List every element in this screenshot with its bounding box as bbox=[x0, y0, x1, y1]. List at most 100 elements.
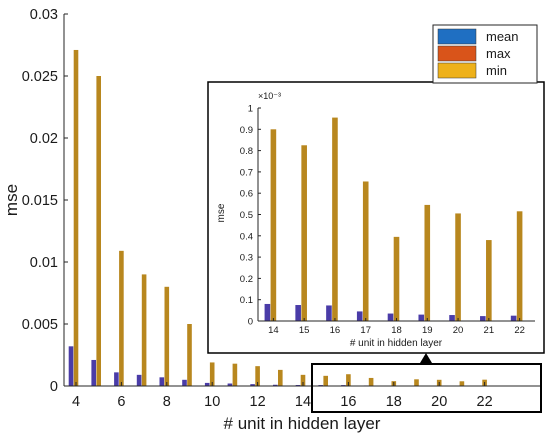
inset-bars bbox=[264, 117, 529, 322]
inset-bar-max-15 bbox=[301, 145, 307, 321]
x-tick-label: 12 bbox=[250, 394, 266, 410]
bar-mean-9 bbox=[182, 379, 187, 386]
zoom-arrow-icon bbox=[420, 353, 432, 363]
bar-mean-6 bbox=[114, 372, 119, 386]
bar-mean-5 bbox=[91, 359, 96, 386]
bar-max-13 bbox=[278, 369, 283, 386]
inset-y-tick-label: 0.6 bbox=[240, 189, 253, 200]
bar-max-7 bbox=[141, 274, 147, 386]
bar-max-9 bbox=[187, 324, 192, 386]
bar-max-21 bbox=[459, 381, 465, 386]
inset-bar-max-18 bbox=[393, 236, 400, 321]
legend-swatch-mean bbox=[437, 28, 477, 45]
inset-y-tick-label: 0.4 bbox=[240, 231, 253, 242]
inset-bar-max-19 bbox=[424, 204, 431, 321]
inset-bar-mean-21 bbox=[480, 316, 486, 321]
inset-bar-mean-14 bbox=[264, 303, 271, 321]
bar-max-17 bbox=[368, 377, 374, 386]
inset-bar-max-22 bbox=[516, 211, 523, 321]
x-tick-label: 8 bbox=[163, 394, 171, 410]
inset-bar-max-21 bbox=[486, 240, 492, 321]
bar-mean-7 bbox=[136, 374, 142, 386]
inset-y-tick-label: 1 bbox=[248, 104, 253, 115]
inset-x-tick-label: 17 bbox=[360, 325, 371, 336]
inset-x-tick-label: 21 bbox=[484, 325, 495, 336]
bar-mean-13 bbox=[273, 384, 278, 386]
inset-bar-mean-19 bbox=[418, 314, 425, 321]
inset-y-tick-label: 0 bbox=[248, 317, 253, 328]
bar-mean-4 bbox=[68, 346, 74, 386]
inset-bar-mean-20 bbox=[449, 315, 455, 321]
legend: mean max min bbox=[432, 24, 538, 84]
inset-y-axis-label: mse bbox=[216, 203, 227, 222]
bar-max-10 bbox=[209, 362, 215, 386]
bar-max-15 bbox=[323, 375, 328, 386]
inset-y-tick-label: 0.5 bbox=[240, 210, 253, 221]
x-tick-label: 10 bbox=[204, 394, 220, 410]
x-tick-label: 20 bbox=[431, 394, 447, 410]
inset-x-ticks: 14 15 16 17 18 19 20 21 22 bbox=[268, 318, 525, 336]
main-x-ticks: 4 6 8 10 12 14 16 18 20 22 bbox=[72, 382, 493, 410]
inset-x-tick-label: 15 bbox=[299, 325, 310, 336]
y-tick-label: 0 bbox=[50, 379, 58, 395]
inset-bar-mean-16 bbox=[326, 305, 332, 321]
bar-max-19 bbox=[414, 379, 419, 386]
inset-bar-max-16 bbox=[332, 117, 338, 322]
bar-max-14 bbox=[300, 374, 306, 386]
inset-x-tick-label: 18 bbox=[391, 325, 402, 336]
inset-x-tick-label: 16 bbox=[330, 325, 341, 336]
y-tick-label: 0.03 bbox=[30, 7, 58, 23]
inset-bar-mean-17 bbox=[356, 311, 363, 321]
inset-bar-max-20 bbox=[455, 213, 461, 321]
y-tick-label: 0.01 bbox=[30, 255, 58, 271]
main-y-ticks: 0 0.005 0.01 0.015 0.02 0.025 0.03 bbox=[22, 7, 68, 395]
inset-y-tick-label: 0.1 bbox=[240, 295, 253, 306]
main-bars bbox=[68, 49, 492, 387]
legend-swatch-min bbox=[437, 62, 477, 79]
x-tick-label: 14 bbox=[295, 394, 311, 410]
x-tick-label: 6 bbox=[117, 394, 125, 410]
inset-y-tick-label: 0.8 bbox=[240, 146, 253, 157]
inset-bar-mean-15 bbox=[295, 305, 301, 321]
inset-x-tick-label: 22 bbox=[514, 325, 525, 336]
bar-max-5 bbox=[96, 76, 101, 386]
bar-max-16 bbox=[346, 374, 351, 386]
x-tick-label: 22 bbox=[477, 394, 493, 410]
x-tick-label: 18 bbox=[386, 394, 402, 410]
y-tick-label: 0.005 bbox=[22, 317, 58, 333]
inset-y-tick-label: 0.3 bbox=[240, 253, 253, 264]
bar-mean-11 bbox=[227, 383, 233, 386]
inset-y-ticks: 0 0.1 0.2 0.3 0.4 0.5 0.6 0.7 0.8 0.9 1 bbox=[240, 104, 261, 328]
main-y-axis-label: mse bbox=[2, 184, 21, 216]
zoom-region-box bbox=[311, 363, 542, 413]
bar-max-4 bbox=[73, 49, 79, 387]
bar-max-12 bbox=[255, 366, 260, 386]
inset-bar-max-17 bbox=[362, 181, 369, 321]
inset-x-tick-label: 19 bbox=[422, 325, 433, 336]
main-x-axis-label: # unit in hidden layer bbox=[224, 414, 381, 433]
y-tick-label: 0.015 bbox=[22, 193, 58, 209]
bar-max-6 bbox=[119, 250, 124, 386]
y-tick-label: 0.02 bbox=[30, 131, 58, 147]
inset-x-tick-label: 14 bbox=[268, 325, 279, 336]
inset-x-axis-label: # unit in hidden layer bbox=[350, 338, 443, 349]
x-tick-label: 16 bbox=[340, 394, 356, 410]
inset-y-tick-label: 0.7 bbox=[240, 167, 253, 178]
inset-exponent-label: ×10⁻³ bbox=[258, 91, 281, 101]
inset-bar-mean-22 bbox=[510, 315, 517, 321]
bar-mean-8 bbox=[159, 377, 165, 386]
bar-max-11 bbox=[232, 363, 238, 386]
inset-bar-mean-18 bbox=[387, 313, 394, 321]
bar-mean-10 bbox=[204, 382, 210, 386]
x-tick-label: 4 bbox=[72, 394, 80, 410]
inset-bar-max-14 bbox=[270, 129, 277, 321]
inset-x-tick-label: 20 bbox=[453, 325, 464, 336]
legend-label-min: min bbox=[486, 63, 507, 78]
bar-max-8 bbox=[164, 286, 170, 386]
legend-label-mean: mean bbox=[486, 29, 519, 44]
inset-y-tick-label: 0.9 bbox=[240, 125, 253, 136]
legend-swatch-max bbox=[437, 45, 477, 62]
bar-mean-12 bbox=[250, 384, 255, 386]
legend-label-max: max bbox=[486, 46, 511, 61]
